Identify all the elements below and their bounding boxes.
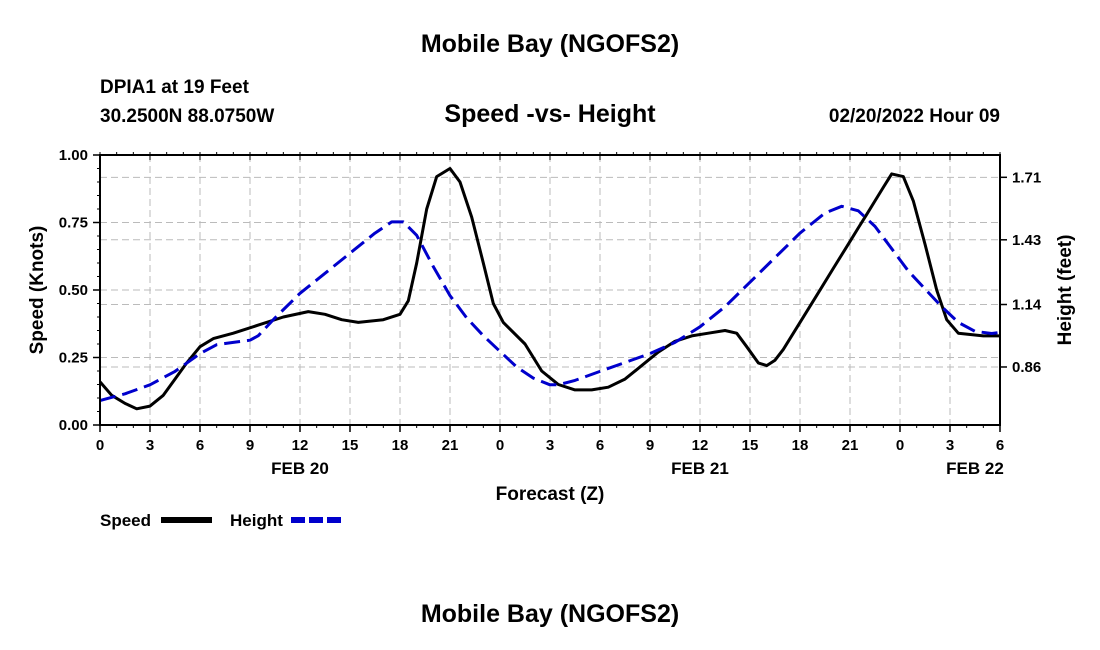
x-tick-label: 18 bbox=[792, 437, 809, 454]
y2-tick-label: 1.14 bbox=[1012, 297, 1042, 314]
series-line-speed bbox=[100, 167, 1000, 411]
y-axis-label: Speed (Knots) bbox=[27, 226, 48, 355]
y2-tick-label: 1.43 bbox=[1012, 232, 1041, 249]
y-tick-label: 0.00 bbox=[59, 417, 88, 434]
x-tick-label: 15 bbox=[742, 437, 759, 454]
x-tick-label: 6 bbox=[996, 437, 1004, 454]
x-tick-label: 3 bbox=[546, 437, 554, 454]
axes: 0 3 6 9 12 15 18 21 0 3 6 9 12 15 18 21 0 3 6 FEB 20 FEB 21 F… bbox=[59, 147, 1042, 478]
y2-axis-label: Height (feet) bbox=[1055, 235, 1076, 346]
x-tick-label: 0 bbox=[496, 437, 504, 454]
date-label: FEB 21 bbox=[671, 459, 729, 478]
x-axis-label: Forecast (Z) bbox=[496, 484, 605, 505]
x-tick-label: 12 bbox=[292, 437, 309, 454]
y2-tick-label: 0.86 bbox=[1012, 359, 1041, 376]
x-tick-label: 9 bbox=[646, 437, 654, 454]
grid-lines bbox=[100, 155, 1000, 425]
y-tick-label: 1.00 bbox=[59, 147, 88, 164]
y-tick-label: 0.50 bbox=[59, 282, 88, 299]
y-tick-label: 0.75 bbox=[59, 215, 88, 232]
x-tick-label: 0 bbox=[96, 437, 104, 454]
date-label: FEB 22 bbox=[946, 459, 1004, 478]
date-label: FEB 20 bbox=[271, 459, 329, 478]
chart-title: Speed -vs- Height bbox=[444, 100, 656, 128]
y2-tick-label: 1.71 bbox=[1012, 169, 1041, 186]
station-name: DPIA1 at 19 Feet bbox=[100, 77, 249, 98]
x-tick-label: 18 bbox=[392, 437, 409, 454]
page-title: Mobile Bay (NGOFS2) bbox=[420, 30, 680, 58]
y-tick-label: 0.25 bbox=[59, 350, 88, 367]
x-tick-label: 6 bbox=[596, 437, 604, 454]
x-tick-label: 0 bbox=[896, 437, 904, 454]
x-tick-label: 15 bbox=[342, 437, 359, 454]
legend: Speed Height bbox=[100, 511, 343, 530]
x-tick-label: 12 bbox=[692, 437, 709, 454]
x-tick-label: 21 bbox=[842, 437, 859, 454]
forecast-datetime: 02/20/2022 Hour 09 bbox=[828, 106, 1000, 127]
legend-height-label: Height bbox=[230, 511, 283, 530]
series-lines bbox=[100, 167, 1000, 411]
series-line-height bbox=[100, 204, 1000, 402]
legend-speed-label: Speed bbox=[100, 511, 151, 530]
station-coordinates: 30.2500N 88.0750W bbox=[100, 106, 275, 127]
footer-title: Mobile Bay (NGOFS2) bbox=[420, 600, 680, 628]
x-tick-label: 9 bbox=[246, 437, 254, 454]
x-tick-label: 3 bbox=[146, 437, 154, 454]
x-tick-label: 6 bbox=[196, 437, 204, 454]
x-tick-label: 3 bbox=[946, 437, 954, 454]
x-tick-label: 21 bbox=[442, 437, 459, 454]
